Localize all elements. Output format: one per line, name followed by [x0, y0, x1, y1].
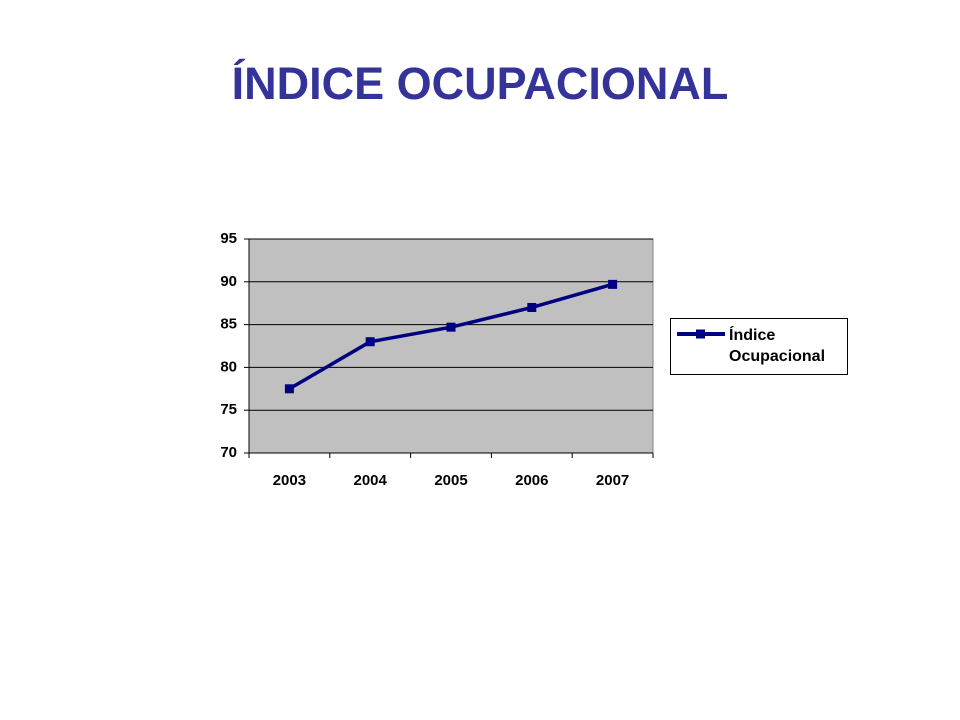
x-tick-label: 2007 [596, 472, 629, 489]
y-tick-label: 90 [220, 273, 237, 290]
data-point [284, 384, 294, 394]
y-tick-label: 80 [220, 358, 237, 375]
x-tick-label: 2003 [273, 472, 306, 489]
legend-marker [696, 329, 705, 339]
data-point [446, 322, 456, 332]
x-tick-label: 2006 [515, 472, 548, 489]
plot-area [248, 238, 654, 454]
data-point [527, 302, 537, 312]
data-point [365, 337, 375, 347]
data-point [608, 279, 618, 289]
legend-label: Índice Ocupacional [729, 327, 826, 365]
legend: Índice Ocupacional [670, 318, 848, 375]
y-tick-label: 85 [220, 316, 237, 333]
legend-swatch [677, 329, 725, 339]
x-tick-label: 2004 [354, 472, 388, 489]
slide-title: ÍNDICE OCUPACIONAL [231, 58, 729, 109]
x-tick-label: 2005 [434, 472, 467, 489]
y-tick-label: 70 [220, 444, 237, 461]
y-tick-label: 95 [220, 230, 237, 247]
y-tick-label: 75 [220, 401, 237, 418]
